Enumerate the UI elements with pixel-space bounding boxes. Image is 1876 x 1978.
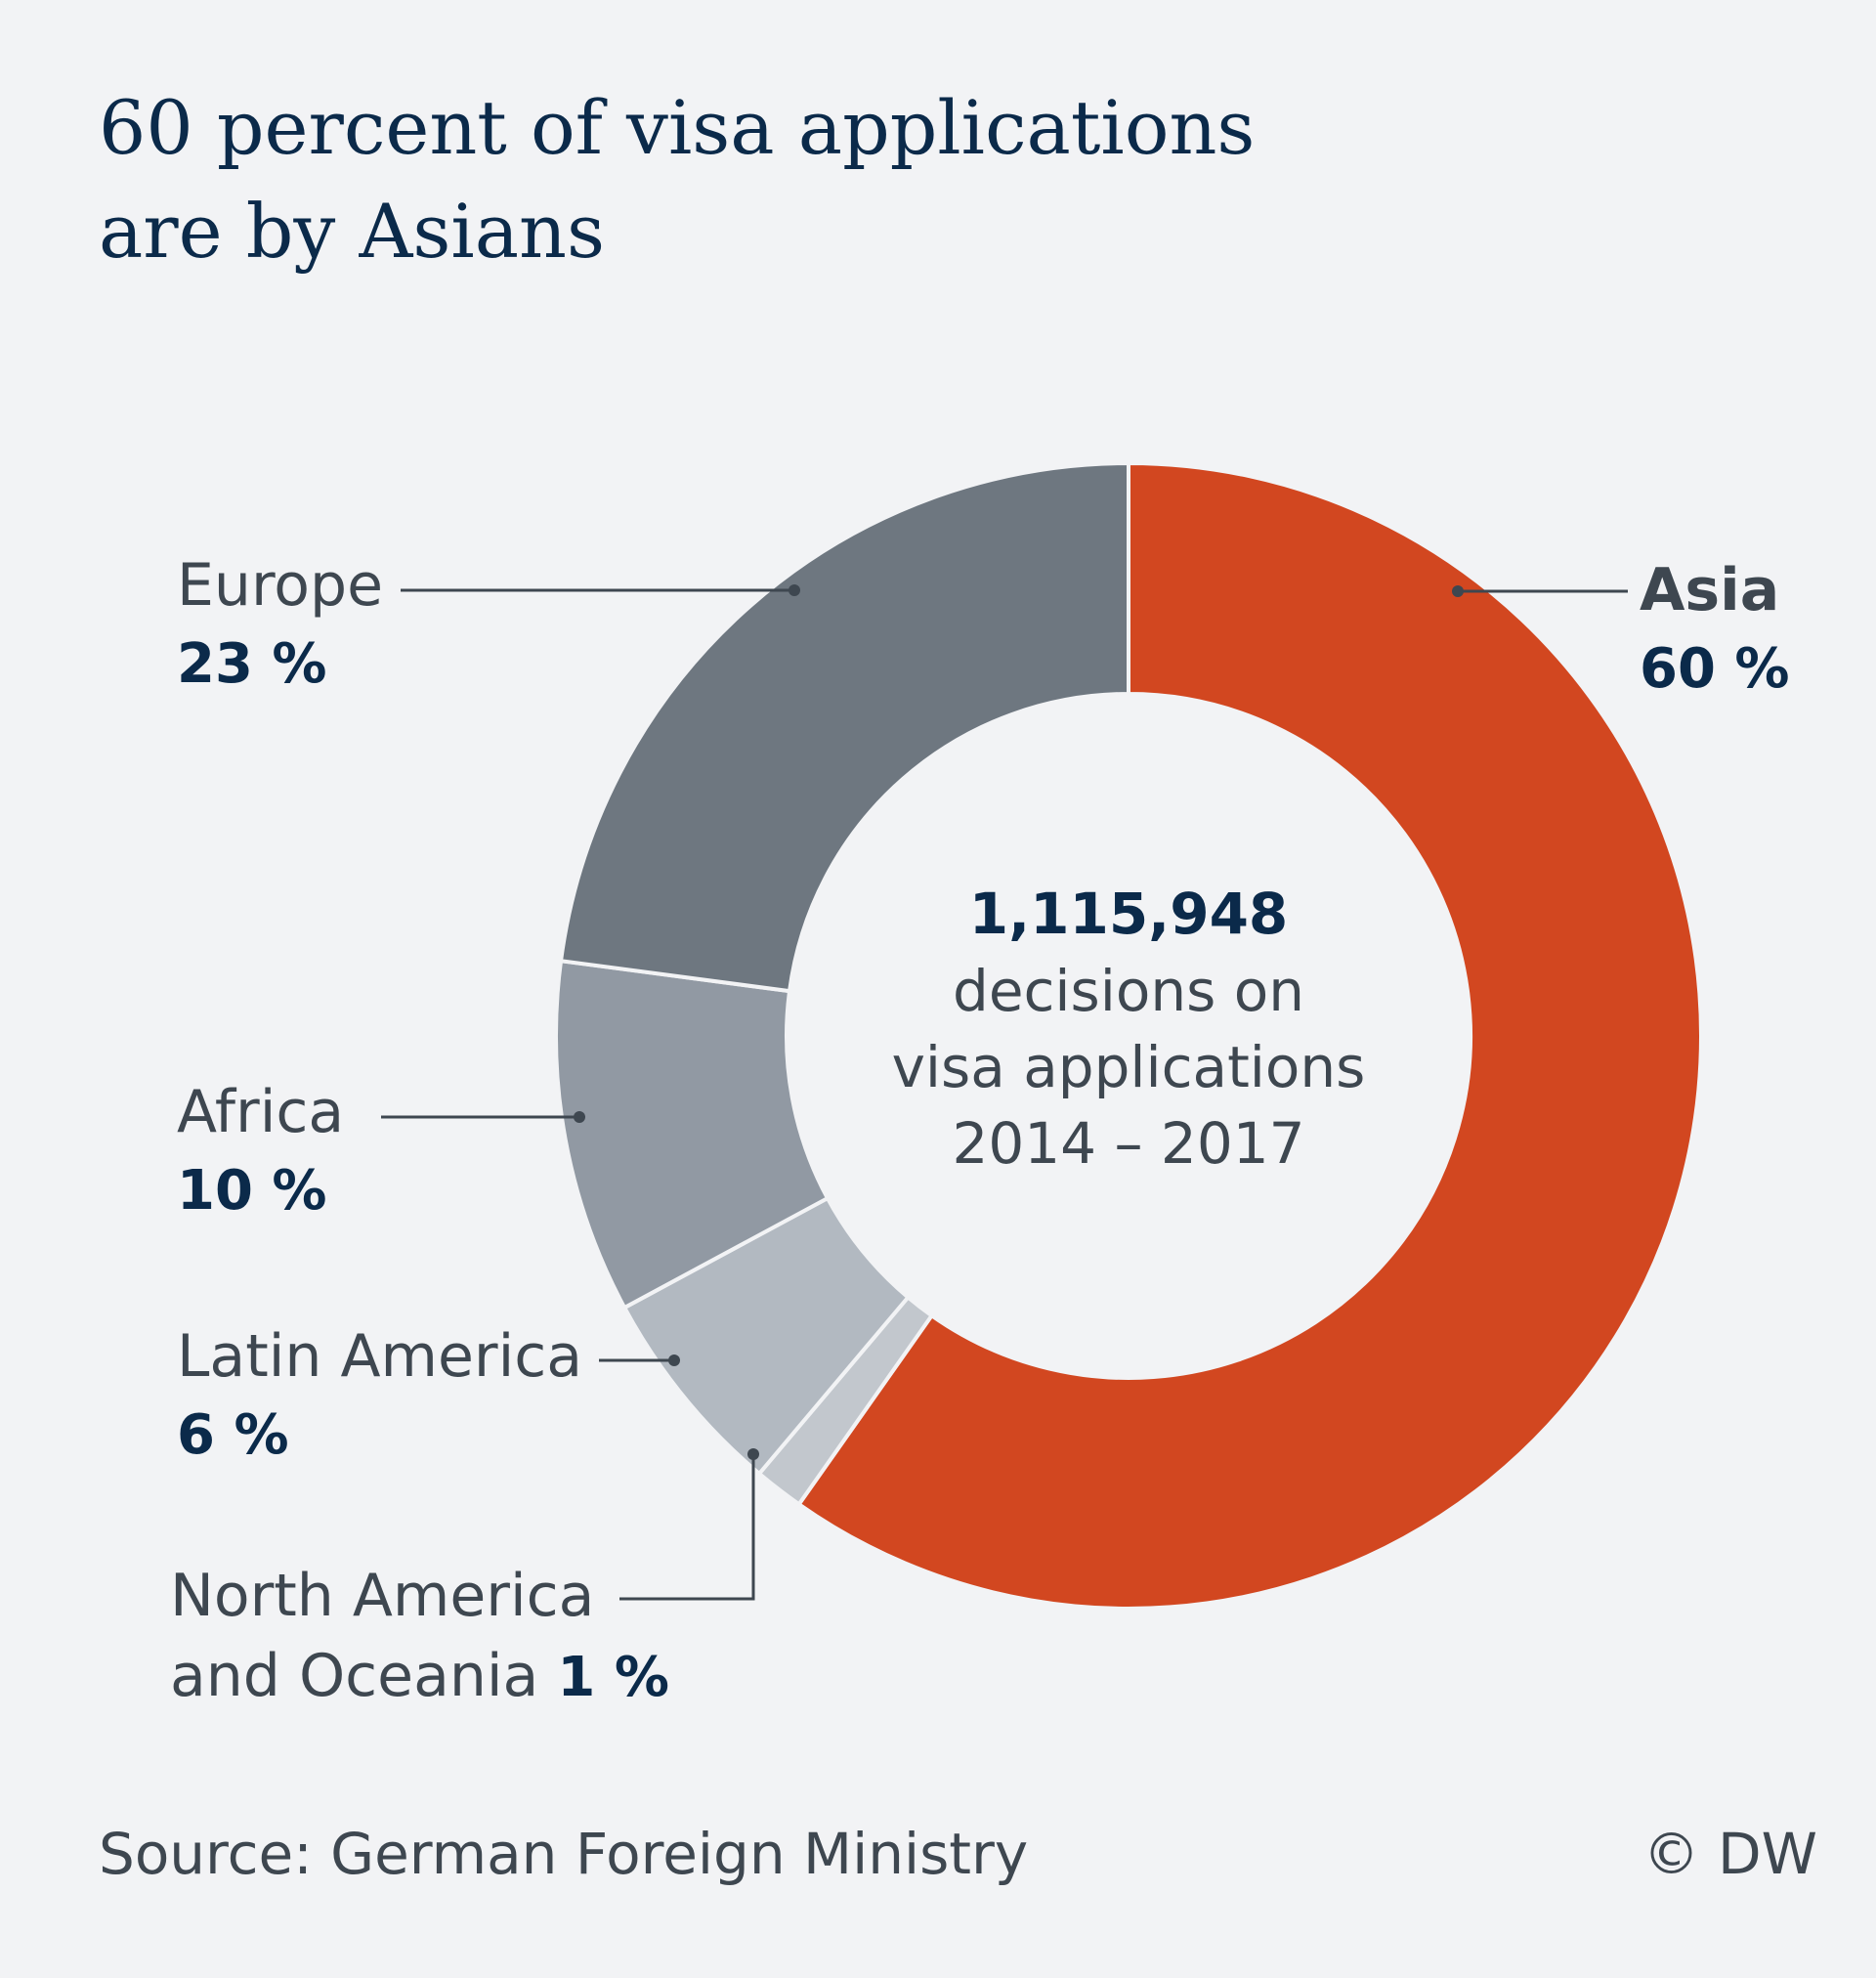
source-note: Source: German Foreign Ministry <box>99 1821 1029 1887</box>
label-north-america-line-2: and Oceania <box>170 1642 539 1710</box>
label-africa: Africa 10 % <box>177 1072 344 1230</box>
chart-title: 60 percent of visa applications are by A… <box>99 76 1662 283</box>
label-europe: Europe 23 % <box>177 545 383 704</box>
slice-asia <box>795 460 1704 1611</box>
label-north-america-line-1: North America <box>170 1562 595 1630</box>
slice-europe <box>558 460 1130 994</box>
label-asia-name: Asia <box>1640 556 1780 624</box>
center-desc-line-3: 2014 – 2017 <box>952 1110 1305 1177</box>
label-latin-america: Latin America 6 % <box>177 1316 582 1475</box>
label-latin-america-name: Latin America <box>177 1322 582 1391</box>
leader-dot-europe <box>789 584 800 596</box>
leader-dot-asia <box>1452 585 1464 597</box>
center-total: 1,115,948 <box>968 881 1289 947</box>
donut-center-text: 1,115,948 decisions on visa applications… <box>845 875 1412 1182</box>
label-north-america: North America and Oceania 1 % <box>170 1556 669 1718</box>
donut-slices <box>553 460 1704 1611</box>
label-asia-pct: 60 % <box>1640 637 1790 701</box>
copyright-credit: © DW <box>1642 1821 1817 1887</box>
leader-dot-africa <box>574 1111 585 1123</box>
label-africa-pct: 10 % <box>177 1159 327 1223</box>
leader-lines <box>381 584 1628 1601</box>
label-africa-name: Africa <box>177 1078 345 1146</box>
chart-title-line-2: are by Asians <box>99 188 605 275</box>
leader-line-north-america <box>619 1454 755 1601</box>
label-europe-pct: 23 % <box>177 632 327 696</box>
label-north-america-line-2-wrap: and Oceania 1 % <box>170 1636 669 1718</box>
center-desc-line-1: decisions on <box>953 958 1304 1024</box>
center-desc-line-2: visa applications <box>891 1034 1366 1100</box>
label-latin-america-pct: 6 % <box>177 1403 289 1467</box>
label-europe-name: Europe <box>177 551 383 620</box>
label-north-america-pct: 1 % <box>557 1646 669 1709</box>
leader-dot-north-america <box>747 1448 759 1460</box>
chart-title-line-1: 60 percent of visa applications <box>99 84 1256 171</box>
leader-dot-latin-america <box>668 1354 680 1366</box>
label-asia: Asia 60 % <box>1640 550 1790 709</box>
